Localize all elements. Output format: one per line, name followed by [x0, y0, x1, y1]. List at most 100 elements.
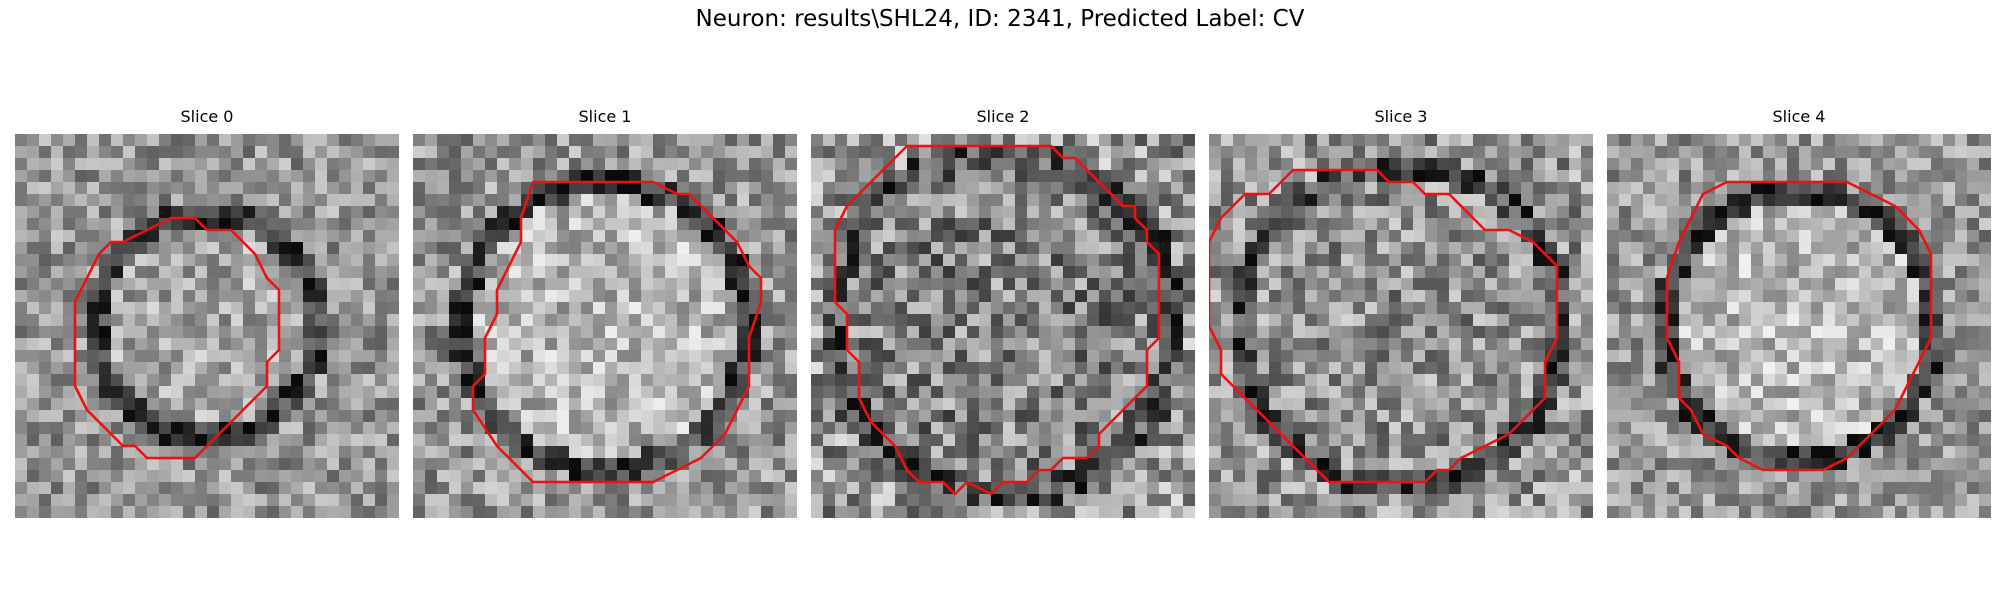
pixel — [991, 410, 1004, 423]
pixel — [267, 170, 280, 183]
pixel — [1919, 410, 1932, 423]
pixel — [823, 254, 836, 267]
pixel — [51, 482, 64, 495]
pixel — [387, 506, 399, 518]
pixel — [509, 182, 522, 195]
pixel — [1581, 206, 1593, 219]
pixel — [267, 338, 280, 351]
pixel — [1221, 386, 1234, 399]
pixel — [569, 494, 582, 507]
pixel — [375, 446, 388, 459]
pixel — [533, 134, 546, 147]
pixel — [1619, 434, 1632, 447]
pixel — [569, 230, 582, 243]
pixel — [1497, 350, 1510, 363]
pixel — [545, 326, 558, 339]
pixel — [1111, 362, 1124, 375]
pixel — [413, 422, 426, 435]
pixel — [847, 170, 860, 183]
pixel — [1437, 134, 1450, 147]
pixel — [1039, 218, 1052, 231]
pixel — [605, 134, 618, 147]
pixel — [1317, 146, 1330, 159]
pixel — [1269, 158, 1282, 171]
pixel — [1931, 254, 1944, 267]
pixel — [1365, 482, 1378, 495]
pixel — [1473, 314, 1486, 327]
pixel — [955, 338, 968, 351]
pixel — [171, 206, 184, 219]
pixel — [1171, 146, 1184, 159]
pixel — [99, 446, 112, 459]
pixel — [425, 182, 438, 195]
slice-image — [1209, 134, 1593, 518]
pixel — [15, 434, 28, 447]
pixel — [1449, 446, 1462, 459]
pixel — [835, 254, 848, 267]
pixel — [1123, 290, 1136, 303]
pixel — [967, 218, 980, 231]
pixel — [1111, 338, 1124, 351]
pixel — [351, 242, 364, 255]
pixel — [1305, 290, 1318, 303]
pixel — [1907, 254, 1920, 267]
pixel — [207, 446, 220, 459]
pixel — [1569, 242, 1582, 255]
pixel — [1437, 230, 1450, 243]
pixel — [581, 326, 594, 339]
pixel — [303, 230, 316, 243]
pixel — [859, 206, 872, 219]
pixel — [1305, 206, 1318, 219]
pixel — [485, 182, 498, 195]
pixel — [87, 374, 100, 387]
pixel — [1811, 290, 1824, 303]
pixel — [773, 266, 786, 279]
pixel — [461, 326, 474, 339]
pixel — [375, 482, 388, 495]
pixel — [111, 302, 124, 315]
pixel — [785, 314, 797, 327]
pixel — [1461, 314, 1474, 327]
pixel — [713, 338, 726, 351]
pixel — [1171, 326, 1184, 339]
pixel — [1643, 218, 1656, 231]
pixel — [497, 338, 510, 351]
pixel — [1643, 350, 1656, 363]
pixel — [1509, 146, 1522, 159]
pixel — [1835, 326, 1848, 339]
pixel — [701, 470, 714, 483]
pixel — [1787, 230, 1800, 243]
pixel — [593, 158, 606, 171]
pixel — [1727, 254, 1740, 267]
pixel — [1787, 134, 1800, 147]
pixel — [1257, 482, 1270, 495]
pixel — [1123, 182, 1136, 195]
pixel — [1871, 434, 1884, 447]
pixel — [1305, 398, 1318, 411]
pixel — [171, 158, 184, 171]
pixel — [1063, 386, 1076, 399]
pixel — [1051, 374, 1064, 387]
pixel — [1799, 422, 1812, 435]
pixel — [1619, 242, 1632, 255]
pixel — [315, 350, 328, 363]
pixel — [1871, 194, 1884, 207]
pixel — [689, 350, 702, 363]
pixel — [99, 158, 112, 171]
pixel — [1739, 290, 1752, 303]
pixel — [1123, 458, 1136, 471]
pixel — [1341, 242, 1354, 255]
pixel — [1859, 446, 1872, 459]
pixel — [533, 470, 546, 483]
pixel — [1329, 338, 1342, 351]
pixel — [1799, 434, 1812, 447]
pixel — [255, 314, 268, 327]
pixel — [159, 302, 172, 315]
pixel — [255, 206, 268, 219]
pixel — [339, 170, 352, 183]
pixel — [1209, 194, 1222, 207]
pixel — [1341, 254, 1354, 267]
pixel — [895, 194, 908, 207]
pixel — [1341, 494, 1354, 507]
pixel — [1727, 374, 1740, 387]
